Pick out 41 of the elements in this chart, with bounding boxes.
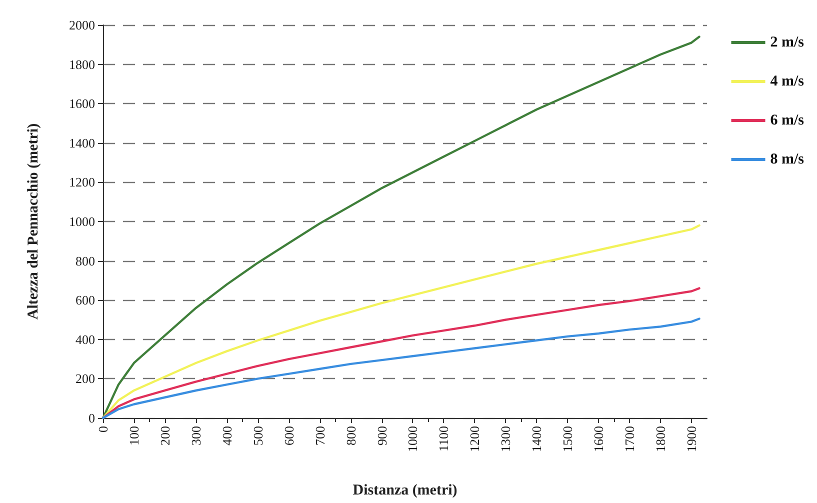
line-series — [102, 36, 700, 420]
x-tick-label: 1100 — [436, 426, 452, 452]
y-tick-label: 1200 — [69, 174, 95, 190]
y-tick-label: 400 — [76, 332, 95, 347]
line-series — [102, 287, 700, 420]
x-tick-label: 100 — [126, 426, 142, 446]
x-tick-label: 1200 — [467, 426, 482, 452]
x-tick-label: 1300 — [498, 426, 514, 452]
y-tick-label: 1400 — [69, 135, 95, 150]
legend-label: 4 m/s — [770, 74, 804, 90]
y-tick-label: 1600 — [69, 96, 95, 112]
y-tick-label: 200 — [76, 371, 95, 386]
y-tick-label: 800 — [76, 253, 95, 268]
legend-label: 2 m/s — [770, 34, 804, 50]
line-series — [102, 318, 700, 420]
x-tick-label: 800 — [343, 426, 358, 446]
x-tick-label: 300 — [188, 426, 204, 446]
x-tick-label: 1900 — [684, 426, 700, 452]
x-tick-label: 200 — [157, 426, 172, 446]
x-tick-label: 1000 — [405, 426, 420, 452]
legend-label: 6 m/s — [770, 112, 804, 128]
y-tick-label: 0 — [88, 410, 95, 426]
x-tick-label: 500 — [250, 426, 266, 446]
x-tick-label: 1700 — [622, 426, 638, 452]
x-tick-label: 700 — [312, 426, 328, 446]
x-tick-label: 1400 — [529, 426, 544, 452]
y-tick-label: 600 — [76, 292, 95, 308]
y-tick-label: 1800 — [69, 56, 95, 72]
line-series — [102, 224, 700, 420]
y-axis-title: Altezza del Pennacchio (metri) — [26, 123, 42, 320]
y-tick-label: 1000 — [69, 214, 95, 229]
x-tick-label: 600 — [281, 426, 296, 446]
x-tick-label: 1800 — [653, 426, 668, 452]
y-tick-label: 2000 — [69, 18, 95, 32]
legend-label: 8 m/s — [770, 152, 804, 168]
x-tick-label: 1500 — [560, 426, 576, 452]
x-tick-label: 900 — [374, 426, 390, 446]
x-tick-label: 1600 — [591, 426, 606, 452]
x-axis-title: Distanza (metri) — [352, 482, 458, 498]
x-tick-label: 400 — [219, 426, 234, 446]
x-tick-label: 0 — [96, 426, 110, 432]
